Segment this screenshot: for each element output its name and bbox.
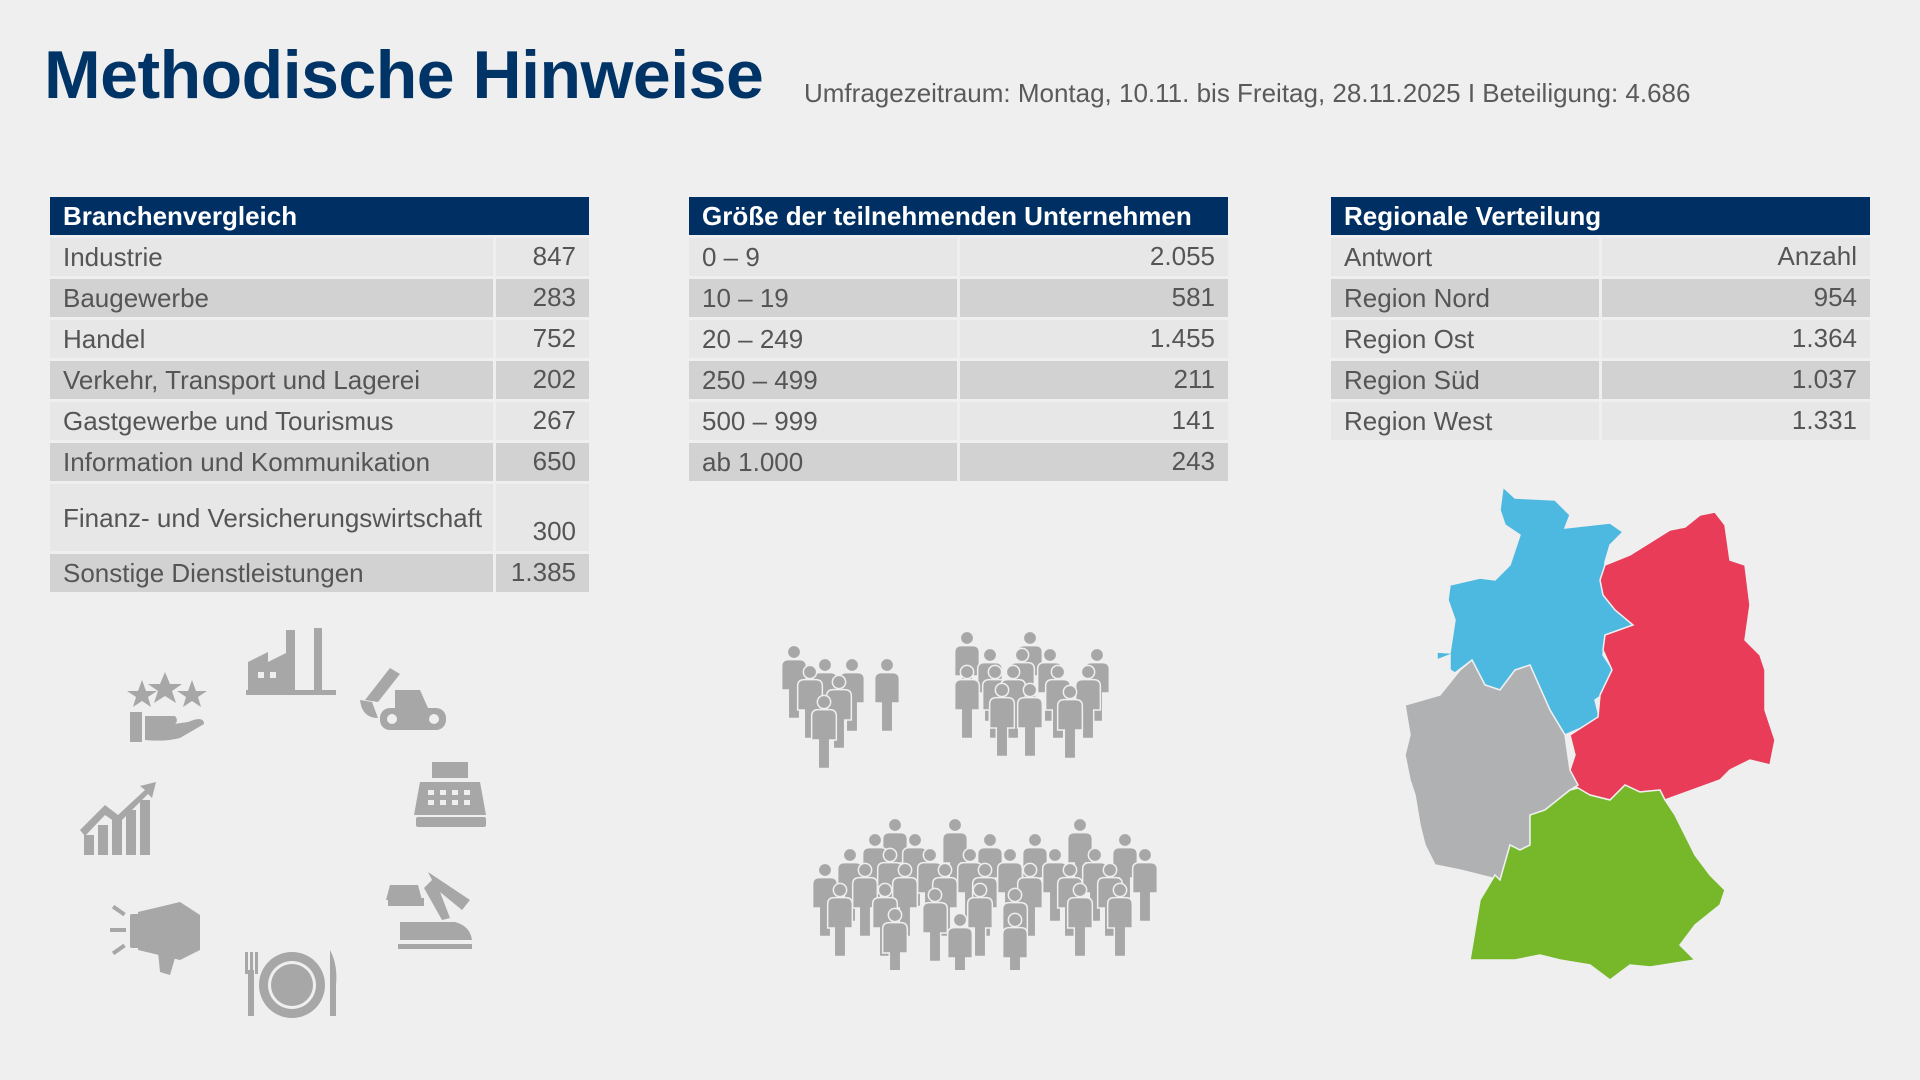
table-row: Region Nord 954: [1331, 279, 1870, 317]
row-value: 300: [496, 484, 589, 551]
service-stars-hand-icon: [127, 672, 207, 742]
table-row: 20 – 249 1.455: [689, 320, 1228, 358]
row-label: Region Süd: [1331, 361, 1599, 399]
page-title: Methodische Hinweise: [44, 37, 764, 113]
table-row: Industrie 847: [50, 238, 589, 276]
table-row: Baugewerbe 283: [50, 279, 589, 317]
factory-icon: [246, 628, 336, 695]
row-value: 1.455: [960, 320, 1228, 358]
row-label: 250 – 499: [689, 361, 957, 399]
table-row: Handel 752: [50, 320, 589, 358]
row-value: 2.055: [960, 238, 1228, 276]
row-value: 1.364: [1602, 320, 1870, 358]
table-row: Region Süd 1.037: [1331, 361, 1870, 399]
row-label: Gastgewerbe und Tourismus: [50, 402, 493, 440]
row-value: 954: [1602, 279, 1870, 317]
row-value: 283: [496, 279, 589, 317]
table-row: ab 1.000 243: [689, 443, 1228, 481]
person-icon: [1016, 862, 1044, 938]
row-value: 650: [496, 443, 589, 481]
regional-table: Regionale Verteilung Antwort Anzahl Region…: [1331, 197, 1870, 443]
person-icon: [891, 862, 919, 938]
person-icon: [881, 907, 909, 970]
row-label: Region Nord: [1331, 279, 1599, 317]
row-value: 1.385: [496, 554, 589, 592]
person-icon: [953, 664, 981, 740]
map-region-sued[interactable]: [1469, 784, 1726, 981]
table-row: Region Ost 1.364: [1331, 320, 1870, 358]
row-label: Information und Kommunikation: [50, 443, 493, 481]
table-row: Finanz- und Versicherungswirtschaft 300: [50, 484, 589, 551]
row-label: Sonstige Dienstleistungen: [50, 554, 493, 592]
megaphone-icon: [110, 902, 200, 975]
row-label: ab 1.000: [689, 443, 957, 481]
row-value: 1.037: [1602, 361, 1870, 399]
row-label: 10 – 19: [689, 279, 957, 317]
industry-table: Branchenvergleich Industrie 847 Baugewerbe…: [50, 197, 589, 595]
row-label: Handel: [50, 320, 493, 358]
row-value: 1.331: [1602, 402, 1870, 440]
table-row: Antwort Anzahl: [1331, 238, 1870, 276]
row-label: 20 – 249: [689, 320, 957, 358]
table-row: 250 – 499 211: [689, 361, 1228, 399]
row-value: Anzahl: [1602, 238, 1870, 276]
survey-info: Umfragezeitraum: Montag, 10.11. bis Frei…: [804, 78, 1691, 108]
person-icon: [825, 674, 853, 750]
row-value: 243: [960, 443, 1228, 481]
person-icon: [1106, 882, 1134, 958]
table-row: Sonstige Dienstleistungen 1.385: [50, 554, 589, 592]
person-icon: [826, 882, 854, 958]
row-label: Region Ost: [1331, 320, 1599, 358]
person-icon: [1001, 912, 1029, 970]
company-size-table-header: Größe der teilnehmenden Unternehmen: [689, 197, 1228, 235]
row-label: 0 – 9: [689, 238, 957, 276]
company-size-table: Größe der teilnehmenden Unternehmen 0 – …: [689, 197, 1228, 484]
person-icon: [1066, 882, 1094, 958]
row-label: Finanz- und Versicherungswirtschaft: [50, 484, 493, 551]
row-value: 141: [960, 402, 1228, 440]
table-row: 0 – 9 2.055: [689, 238, 1228, 276]
transport-icon: [386, 872, 472, 949]
table-row: 500 – 999 141: [689, 402, 1228, 440]
row-label: Baugewerbe: [50, 279, 493, 317]
row-label: Region West: [1331, 402, 1599, 440]
person-icon: [966, 882, 994, 958]
industry-icons: [80, 628, 486, 1018]
person-icon: [921, 887, 949, 963]
table-row: Information und Kommunikation 650: [50, 443, 589, 481]
person-icon: [873, 657, 901, 733]
row-label: Verkehr, Transport und Lagerei: [50, 361, 493, 399]
person-icon: [988, 682, 1016, 758]
excavator-icon: [360, 668, 446, 730]
row-value: 752: [496, 320, 589, 358]
person-icon: [810, 694, 838, 770]
table-row: Region West 1.331: [1331, 402, 1870, 440]
company-size-people-illustration: [780, 630, 1159, 970]
row-value: 211: [960, 361, 1228, 399]
row-value: 847: [496, 238, 589, 276]
row-label: Antwort: [1331, 238, 1599, 276]
row-label: 500 – 999: [689, 402, 957, 440]
regional-table-header: Regionale Verteilung: [1331, 197, 1870, 235]
table-row: Gastgewerbe und Tourismus 267: [50, 402, 589, 440]
growth-chart-icon: [80, 782, 156, 855]
person-icon: [946, 912, 974, 970]
cash-register-icon: [414, 762, 486, 827]
row-label: Industrie: [50, 238, 493, 276]
industry-table-header: Branchenvergleich: [50, 197, 589, 235]
germany-region-map: [1404, 485, 1776, 981]
row-value: 202: [496, 361, 589, 399]
person-icon: [1074, 664, 1102, 740]
plate-cutlery-icon: [245, 950, 337, 1018]
table-row: 10 – 19 581: [689, 279, 1228, 317]
person-icon: [1016, 682, 1044, 758]
person-icon: [1131, 847, 1159, 923]
row-value: 267: [496, 402, 589, 440]
table-row: Verkehr, Transport und Lagerei 202: [50, 361, 589, 399]
person-icon: [1056, 684, 1084, 760]
row-value: 581: [960, 279, 1228, 317]
